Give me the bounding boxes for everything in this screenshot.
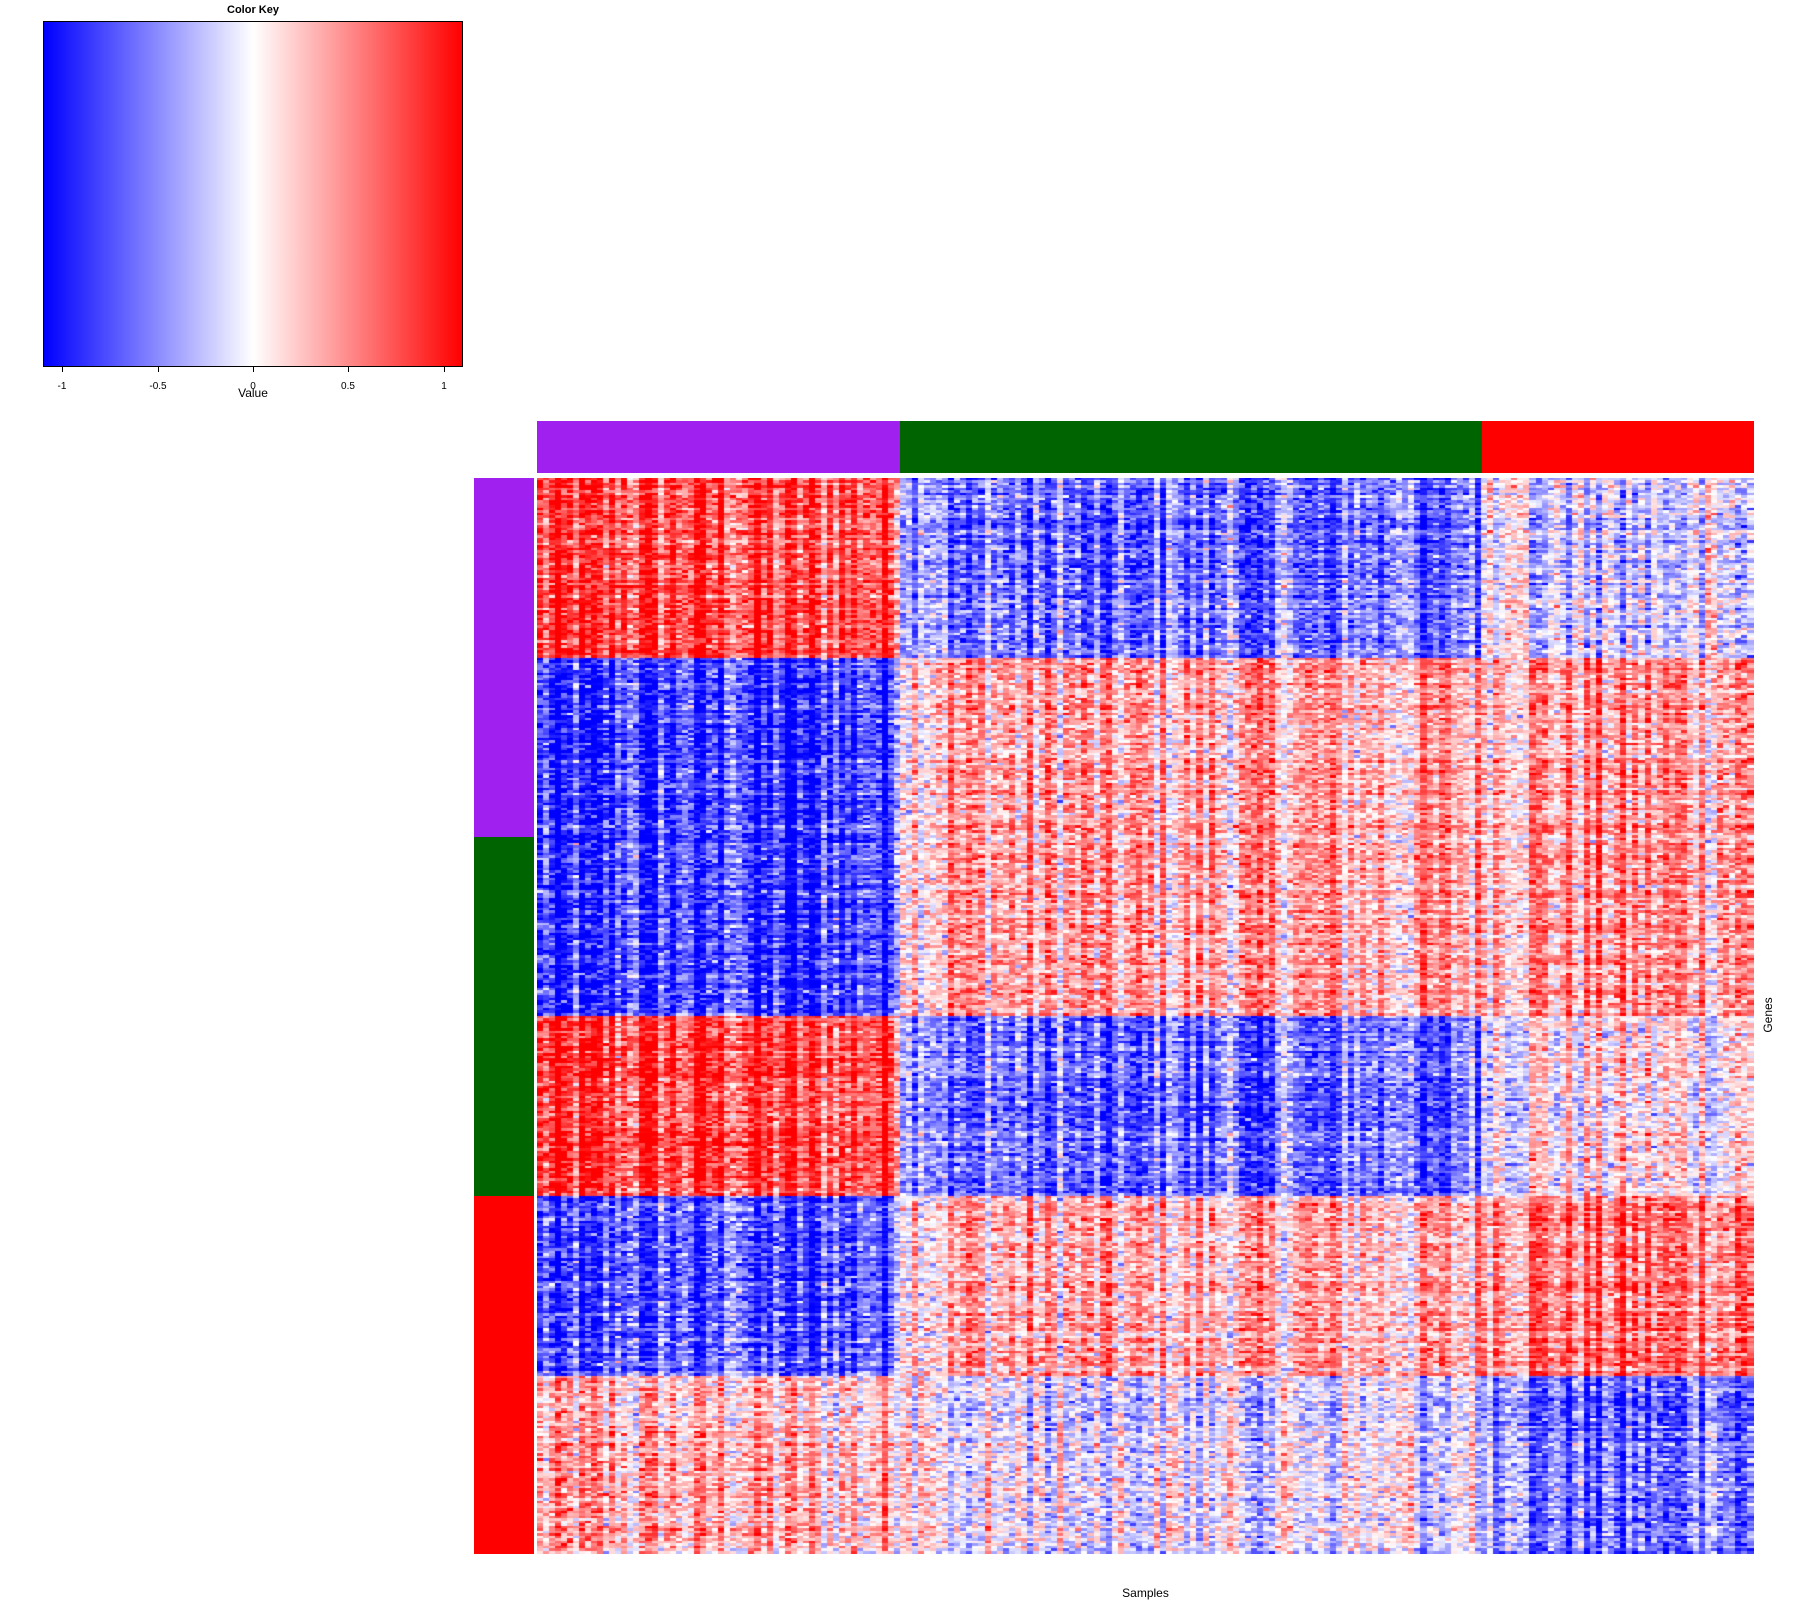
color-key-xlabel: Value	[238, 386, 268, 400]
row-side-colors	[474, 478, 534, 1554]
color-key-tick-label: -1	[57, 381, 67, 392]
color-key-tick-label: 0	[250, 381, 256, 392]
column-group-darkgreen	[900, 421, 1482, 473]
color-key-tick-label: 0.5	[341, 381, 355, 392]
y-axis-label: Genes	[1761, 997, 1775, 1033]
color-key-tick	[62, 367, 63, 372]
color-key-tick-label: -0.5	[149, 381, 167, 392]
color-key-tick	[158, 367, 159, 372]
color-key-tick	[348, 367, 349, 372]
heatmap-grid	[537, 478, 1754, 1554]
x-axis-label: Samples	[1122, 1586, 1169, 1600]
row-group-purple	[474, 478, 534, 837]
column-side-colors	[537, 421, 1754, 473]
color-key-tick	[253, 367, 254, 372]
color-key-tick-label: 1	[441, 381, 447, 392]
color-key-title: Color Key	[227, 4, 279, 16]
color-key-gradient	[43, 21, 463, 367]
column-group-red	[1482, 421, 1754, 473]
row-group-red	[474, 1196, 534, 1554]
color-key-tick	[444, 367, 445, 372]
row-group-darkgreen	[474, 837, 534, 1196]
column-group-purple	[537, 421, 900, 473]
